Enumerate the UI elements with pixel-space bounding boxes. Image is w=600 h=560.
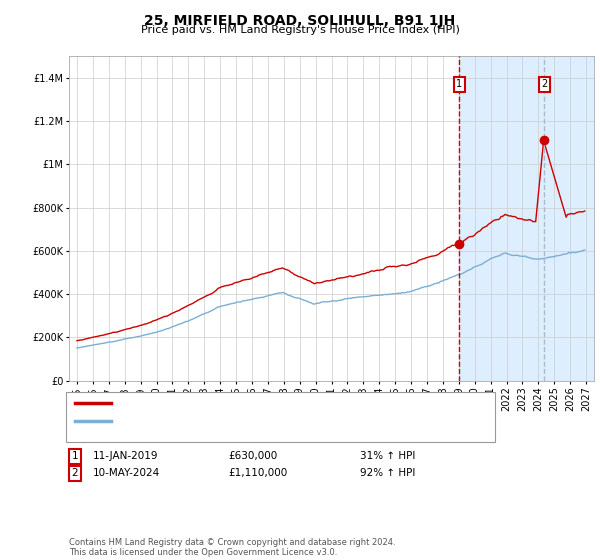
Text: 25, MIRFIELD ROAD, SOLIHULL, B91 1JH: 25, MIRFIELD ROAD, SOLIHULL, B91 1JH <box>145 14 455 28</box>
Text: £630,000: £630,000 <box>228 451 277 461</box>
Bar <box>459 56 544 381</box>
Text: HPI: Average price, detached house, Solihull: HPI: Average price, detached house, Soli… <box>120 416 351 426</box>
Text: Price paid vs. HM Land Registry's House Price Index (HPI): Price paid vs. HM Land Registry's House … <box>140 25 460 35</box>
Text: 10-MAY-2024: 10-MAY-2024 <box>93 468 160 478</box>
Text: 31% ↑ HPI: 31% ↑ HPI <box>360 451 415 461</box>
Text: 11-JAN-2019: 11-JAN-2019 <box>93 451 158 461</box>
Text: £1,110,000: £1,110,000 <box>228 468 287 478</box>
Bar <box>544 56 594 381</box>
Text: 1: 1 <box>71 451 79 461</box>
Text: 92% ↑ HPI: 92% ↑ HPI <box>360 468 415 478</box>
Text: 1: 1 <box>456 79 463 89</box>
Text: 2: 2 <box>71 468 79 478</box>
Text: 2: 2 <box>541 79 547 89</box>
Text: Contains HM Land Registry data © Crown copyright and database right 2024.
This d: Contains HM Land Registry data © Crown c… <box>69 538 395 557</box>
Text: 25, MIRFIELD ROAD, SOLIHULL, B91 1JH (detached house): 25, MIRFIELD ROAD, SOLIHULL, B91 1JH (de… <box>120 398 421 408</box>
